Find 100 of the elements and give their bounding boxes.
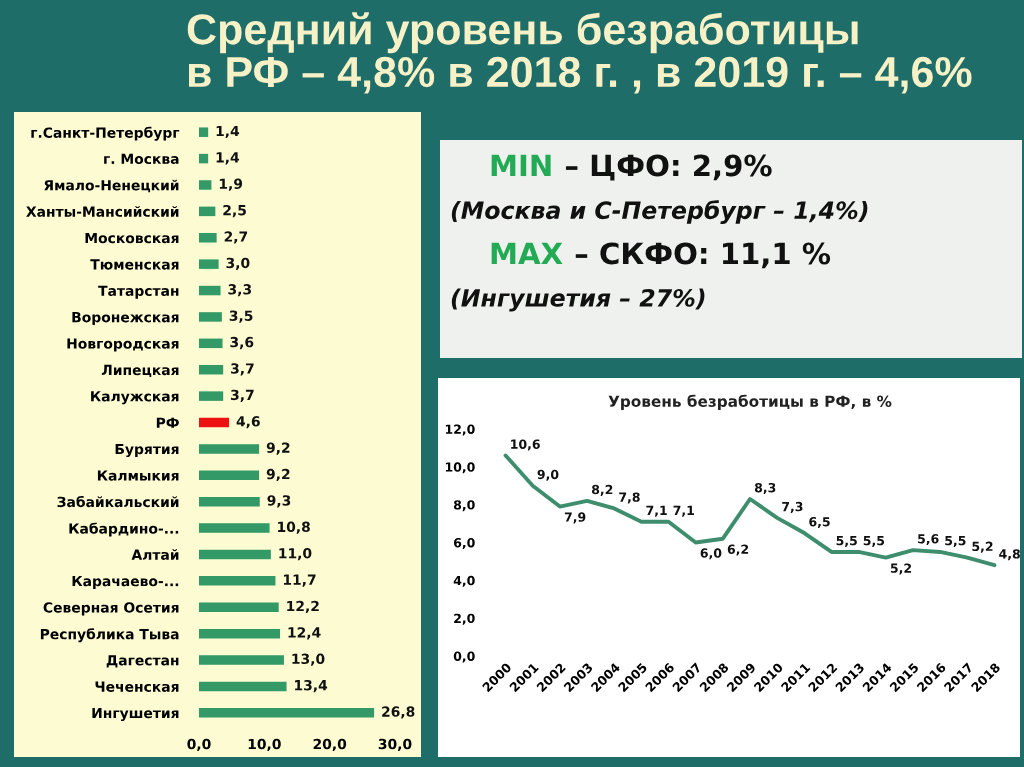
bar: [199, 655, 284, 665]
y-tick-label: Калмыкия: [97, 470, 179, 481]
data-label: 10,8: [278, 521, 310, 534]
y-tick-label: 12,0: [445, 424, 475, 436]
data-label: 6,2: [727, 544, 749, 556]
data-label: 5,6: [918, 534, 939, 546]
data-label: 3,0: [226, 257, 250, 270]
y-tick-label: Чеченская: [95, 681, 179, 692]
bar: [199, 259, 219, 269]
data-label: 8,2: [591, 484, 613, 496]
data-label: 3,3: [228, 284, 251, 297]
text: (Ингушетия – 27%): [451, 288, 705, 312]
data-label: 1,9: [219, 178, 243, 191]
bar: [199, 549, 271, 560]
bar: [199, 496, 260, 507]
bar: [199, 708, 375, 718]
data-label: 9,0: [537, 469, 559, 481]
y-tick-label: 2,0: [454, 613, 475, 625]
data-label: 6,5: [809, 517, 830, 529]
y-tick-label: Ингушетия: [92, 707, 179, 722]
y-tick-label: 6,0: [453, 537, 475, 550]
data-label: 8,3: [754, 482, 776, 494]
y-tick-label: 10,0: [445, 462, 475, 474]
data-label: 1,4: [216, 152, 240, 165]
x-tick-label: 0,0: [187, 738, 211, 752]
data-label: 2,7: [224, 231, 248, 244]
y-tick-label: Ямало-Ненецкий: [44, 179, 179, 193]
data-label: 13,0: [292, 653, 325, 666]
data-label: 4,6: [236, 416, 260, 429]
data-label: 5,2: [890, 563, 912, 575]
data-label: 2,5: [223, 204, 246, 218]
data-label: 9,2: [266, 468, 290, 482]
data-label: 3,6: [230, 336, 254, 350]
bar: [199, 391, 224, 401]
data-label: 4,8: [999, 549, 1020, 561]
y-tick-label: Ханты-Мансийский: [26, 206, 179, 217]
x-tick-label: 20,0: [313, 738, 347, 752]
y-tick-label: Республика Тыва: [40, 628, 179, 643]
y-tick-label: Воронежская: [72, 312, 179, 326]
y-tick-label: Северная Осетия: [43, 602, 179, 616]
bar: [199, 364, 224, 375]
x-tick-label: 10,0: [248, 738, 281, 752]
y-tick-label: 0,0: [453, 651, 475, 663]
bar: [199, 523, 270, 533]
data-label: 5,5: [836, 536, 857, 547]
data-label: 7,3: [782, 501, 803, 513]
bar: [199, 233, 217, 243]
bar: [199, 312, 222, 322]
data-label: 7,8: [619, 492, 640, 504]
y-tick-label: Тюменская: [90, 259, 179, 270]
y-tick-label: Карачаево-...: [72, 576, 179, 590]
data-label: 3,7: [231, 389, 254, 402]
text: (Москва и С-Петербург – 1,4%): [451, 200, 868, 224]
y-tick-label: Новгородская: [67, 338, 179, 352]
data-label: 7,9: [564, 512, 586, 524]
data-label: 9,2: [266, 442, 290, 455]
bar: [199, 444, 260, 454]
y-tick-label: Кабардино-...: [69, 522, 179, 537]
y-tick-label: Забайкальский: [57, 495, 179, 508]
y-tick-label: Алтай: [131, 549, 179, 560]
y-tick-label: 4,0: [453, 575, 475, 587]
y-tick-label: РФ: [156, 417, 179, 428]
bar: [199, 470, 260, 481]
x-tick-label: 30,0: [378, 738, 412, 752]
bar: [199, 180, 212, 190]
y-tick-label: Калужская: [91, 391, 179, 405]
y-tick-label: г.Санкт-Петербург: [31, 126, 180, 141]
y-tick-label: Дагестан: [106, 655, 179, 668]
y-tick-label: Бурятия: [115, 443, 179, 458]
data-label: 6,0: [700, 548, 722, 560]
data-label: 7,1: [673, 505, 694, 517]
bar: [199, 628, 281, 639]
y-tick-label: Московская: [85, 232, 179, 244]
text: Средний уровень безработицы в РФ – 4,8% в 2018 г. , в 2019 г. – 4,6%: [187, 12, 972, 94]
data-label: 3,5: [229, 310, 253, 323]
data-label: 11,0: [279, 547, 312, 561]
bar: [199, 681, 287, 692]
y-tick-label: Липецкая: [101, 364, 179, 377]
text: MAX – СКФО: 11,1 %: [491, 242, 831, 269]
data-label: 3,7: [231, 363, 254, 376]
data-label: 13,4: [295, 679, 328, 693]
data-label: 11,7: [283, 574, 316, 587]
bar: [199, 338, 223, 349]
data-label: 5,5: [945, 536, 966, 547]
bar: [199, 417, 230, 428]
data-label: 7,1: [646, 505, 667, 517]
chart-title: Уровень безработицы в РФ, в %: [608, 394, 892, 410]
data-label: 10,6: [511, 439, 540, 451]
bar: [199, 206, 216, 217]
data-label: 1,4: [216, 125, 240, 138]
text: MIN – ЦФО: 2,9%: [491, 154, 772, 181]
bar: [199, 602, 279, 612]
bar: [199, 153, 209, 164]
data-label: 5,2: [972, 541, 993, 553]
y-tick-label: Татарстан: [98, 285, 179, 299]
data-label: 26,8: [382, 706, 415, 719]
bar: [199, 127, 209, 137]
bar: [199, 285, 221, 296]
y-tick-label: 8,0: [453, 500, 475, 512]
data-label: 5,5: [863, 536, 885, 547]
